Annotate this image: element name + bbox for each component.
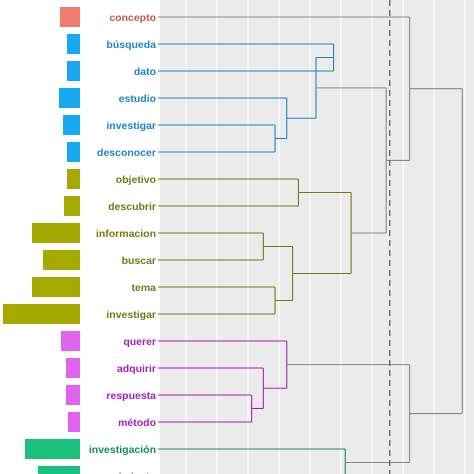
leaf-label: querer [123,336,156,348]
leaf-label: método [118,417,156,429]
leaf-label: dato [134,66,156,78]
dendrogram-branches [158,16,463,474]
leaf-label: investigar [106,309,156,321]
frequency-bar [67,34,80,54]
frequency-bar [64,196,80,216]
frequency-bar [60,7,80,27]
leaf-label: concepto [109,12,156,24]
frequency-bar [66,385,80,405]
frequency-bar [67,169,80,189]
frequency-bar [32,223,80,243]
leaf-label: descubrir [108,201,156,213]
frequency-bar [3,304,80,324]
leaf-label: investigación [89,444,156,456]
frequency-bar [61,331,80,351]
frequency-bar [67,61,80,81]
leaf-label: desconocer [97,147,156,159]
frequency-bar [32,277,80,297]
leaf-label: informacion [96,228,156,240]
leaf-label: búsqueda [106,39,156,51]
leaf-label: buscar [122,255,156,267]
bar-layer [3,7,80,474]
frequency-bar [38,466,80,474]
frequency-bar [68,412,80,432]
leaf-label: investigar [106,120,156,132]
leaf-label: objetivo [116,174,156,186]
leaf-label: respuesta [106,390,156,402]
leaf-label: estudio [119,93,156,105]
grid-lines [185,0,466,474]
frequency-bar [63,115,80,135]
leaf-label: conocimiento [88,471,156,474]
frequency-bar [66,358,80,378]
frequency-bar [67,142,80,162]
frequency-bar [43,250,80,270]
frequency-bar [59,88,80,108]
leaf-label: tema [131,282,156,294]
leaf-labels: concepto búsqueda dato estudio investigar des… [88,12,156,474]
leaf-label: adquirir [117,363,156,375]
frequency-bar [25,439,80,459]
